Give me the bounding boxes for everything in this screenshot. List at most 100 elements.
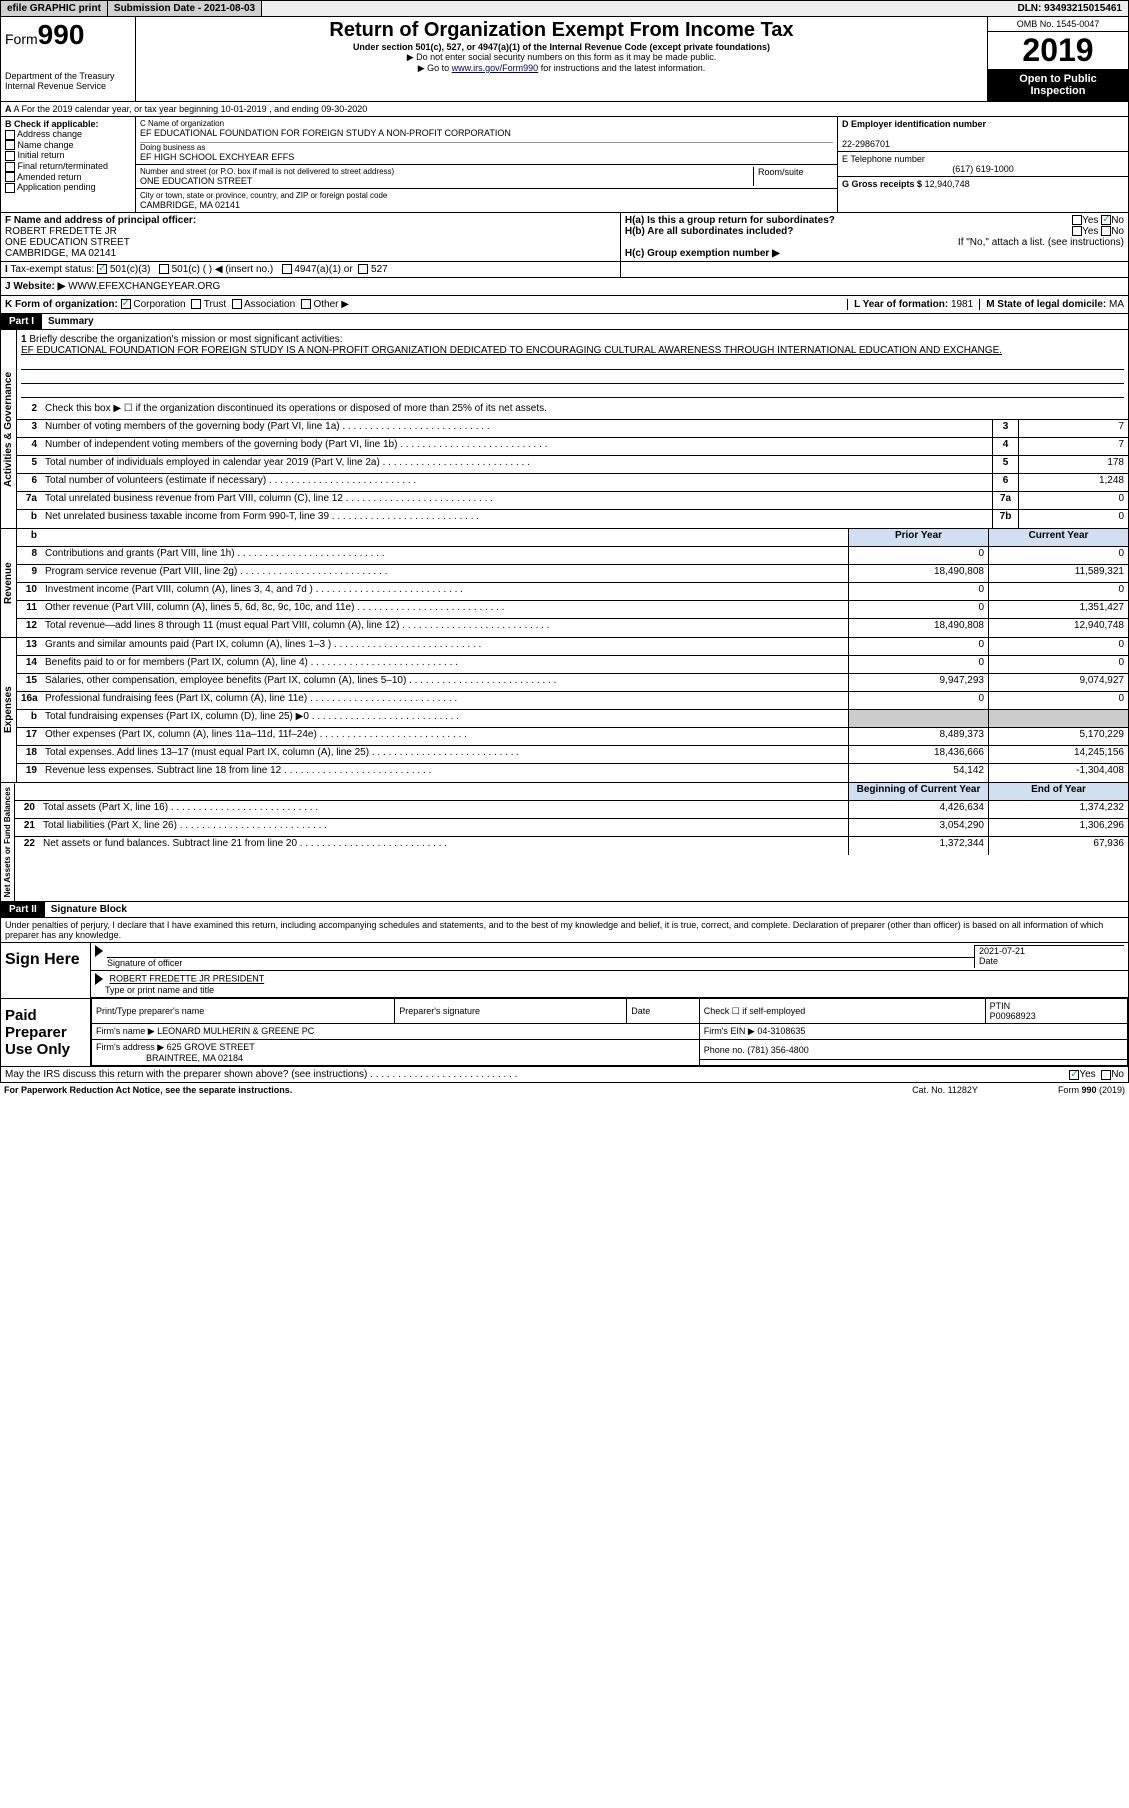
table-row: 3Number of voting members of the governi… (17, 420, 1128, 438)
prep-date-cell: Date (627, 999, 699, 1024)
prep-name-cell: Print/Type preparer's name (92, 999, 395, 1024)
omb-number: OMB No. 1545-0047 (988, 17, 1128, 32)
table-row: 22Net assets or fund balances. Subtract … (15, 837, 1128, 855)
hb-label: H(b) Are all subordinates included? (625, 226, 794, 237)
open-inspection: Open to Public Inspection (988, 69, 1128, 101)
ein-value: 22-2986701 (842, 139, 890, 149)
submission-date[interactable]: Submission Date - 2021-08-03 (108, 1, 262, 16)
tax-exempt-label: Tax-exempt status: (10, 264, 94, 275)
col-prior: Prior Year (848, 529, 988, 546)
section-governance: Activities & Governance 1 Briefly descri… (0, 330, 1129, 529)
firm-phone: (781) 356-4800 (747, 1045, 809, 1055)
chk-initial[interactable]: Initial return (5, 150, 131, 161)
paid-preparer-label: Paid Preparer Use Only (1, 999, 91, 1066)
table-row: 11Other revenue (Part VIII, column (A), … (17, 601, 1128, 619)
dept-treasury: Department of the Treasury (5, 71, 131, 81)
chk-pending[interactable]: Application pending (5, 182, 131, 193)
phone-label: E Telephone number (842, 154, 925, 164)
col-d: D Employer identification number 22-2986… (838, 117, 1128, 212)
dba-label: Doing business as (140, 143, 833, 152)
table-row: 14Benefits paid to or for members (Part … (17, 656, 1128, 674)
table-row: 19Revenue less expenses. Subtract line 1… (17, 764, 1128, 782)
col-b-checkboxes: B Check if applicable: Address change Na… (1, 117, 136, 212)
form-number: Form990 (5, 19, 131, 51)
hb-note: If "No," attach a list. (see instruction… (625, 237, 1124, 248)
form-title: Return of Organization Exempt From Incom… (140, 19, 983, 42)
signature-arrow-icon (95, 945, 103, 957)
table-row: bTotal fundraising expenses (Part IX, co… (17, 710, 1128, 728)
website-url[interactable]: WWW.EFEXCHANGEYEAR.ORG (68, 281, 220, 292)
sign-here-block: Sign Here Signature of officer 2021-07-2… (0, 943, 1129, 999)
irs-link[interactable]: www.irs.gov/Form990 (452, 63, 539, 73)
page-footer: For Paperwork Reduction Act Notice, see … (0, 1083, 1129, 1097)
identification-block: B Check if applicable: Address change Na… (0, 117, 1129, 213)
tab-revenue: Revenue (1, 529, 17, 637)
line-2: Check this box ▶ ☐ if the organization d… (41, 402, 1128, 419)
briefly-label: Briefly describe the organization's miss… (29, 334, 342, 345)
efile-button[interactable]: efile GRAPHIC print (1, 1, 108, 16)
officer-sub: Type or print name and title (105, 985, 214, 995)
sig-officer-label: Signature of officer (107, 958, 182, 968)
gross-label: G Gross receipts $ (842, 179, 922, 189)
officer-addr2: CAMBRIDGE, MA 02141 (5, 248, 116, 259)
dln: DLN: 93493215015461 (1011, 1, 1128, 16)
row-k-l-m: K Form of organization: Corporation Trus… (0, 296, 1129, 314)
firm-name: LEONARD MULHERIN & GREENE PC (157, 1026, 314, 1036)
chk-address[interactable]: Address change (5, 129, 131, 140)
ein-label: D Employer identification number (842, 119, 986, 129)
hc-label: H(c) Group exemption number ▶ (625, 248, 780, 259)
tab-governance: Activities & Governance (1, 330, 17, 528)
room-suite: Room/suite (753, 167, 833, 186)
col-end: End of Year (988, 783, 1128, 800)
gross-value: 12,940,748 (925, 179, 970, 189)
table-row: 8Contributions and grants (Part VIII, li… (17, 547, 1128, 565)
table-row: 6Total number of volunteers (estimate if… (17, 474, 1128, 492)
chk-amended[interactable]: Amended return (5, 172, 131, 183)
discuss-no[interactable] (1101, 1070, 1111, 1080)
chk-final[interactable]: Final return/terminated (5, 161, 131, 172)
form-header: Form990 Department of the Treasury Inter… (0, 17, 1129, 102)
chk-name[interactable]: Name change (5, 140, 131, 151)
ptin-value: P00968923 (990, 1011, 1036, 1021)
firm-ein: 04-3108635 (757, 1026, 805, 1036)
sig-date-label: Date (979, 956, 998, 966)
tab-netassets: Net Assets or Fund Balances (1, 783, 15, 901)
col-begin: Beginning of Current Year (848, 783, 988, 800)
tax-year: 2019 (988, 32, 1128, 69)
table-row: 18Total expenses. Add lines 13–17 (must … (17, 746, 1128, 764)
subtitle-1: Under section 501(c), 527, or 4947(a)(1)… (140, 42, 983, 52)
row-i-tax-exempt: I Tax-exempt status: 501(c)(3) 501(c) ( … (0, 262, 1129, 278)
firm-addr1: 625 GROVE STREET (167, 1042, 255, 1052)
prep-self-cell: Check ☐ if self-employed (699, 999, 985, 1024)
ha-label: H(a) Is this a group return for subordin… (625, 215, 835, 226)
table-row: 9Program service revenue (Part VIII, lin… (17, 565, 1128, 583)
officer-label: F Name and address of principal officer: (5, 215, 196, 226)
phone-value: (617) 619-1000 (842, 164, 1124, 174)
addr-label: Number and street (or P.O. box if mail i… (140, 167, 753, 176)
subtitle-3: ▶ Go to www.irs.gov/Form990 for instruct… (140, 63, 983, 74)
row-a: A A For the 2019 calendar year, or tax y… (0, 102, 1129, 117)
officer-addr1: ONE EDUCATION STREET (5, 237, 130, 248)
table-row: 17Other expenses (Part IX, column (A), l… (17, 728, 1128, 746)
preparer-table: Print/Type preparer's name Preparer's si… (91, 999, 1128, 1066)
org-name: EF EDUCATIONAL FOUNDATION FOR FOREIGN ST… (140, 128, 833, 138)
sign-here-label: Sign Here (1, 943, 91, 998)
table-row: 20Total assets (Part X, line 16)4,426,63… (15, 801, 1128, 819)
top-bar: efile GRAPHIC print Submission Date - 20… (0, 0, 1129, 17)
table-row: 13Grants and similar amounts paid (Part … (17, 638, 1128, 656)
tab-expenses: Expenses (1, 638, 17, 782)
firm-addr2: BRAINTREE, MA 02184 (146, 1053, 243, 1063)
discuss-yes[interactable] (1069, 1070, 1079, 1080)
chk-501c3[interactable] (97, 264, 107, 274)
section-revenue: Revenue b Prior Year Current Year 8Contr… (0, 529, 1129, 638)
table-row: 15Salaries, other compensation, employee… (17, 674, 1128, 692)
officer-name: ROBERT FREDETTE JR (5, 226, 117, 237)
penalty-statement: Under penalties of perjury, I declare th… (0, 918, 1129, 943)
table-row: 21Total liabilities (Part X, line 26)3,0… (15, 819, 1128, 837)
irs-label: Internal Revenue Service (5, 81, 131, 91)
part2-header: Part IISignature Block (0, 902, 1129, 918)
city-label: City or town, state or province, country… (140, 191, 833, 200)
addr-value: ONE EDUCATION STREET (140, 176, 753, 186)
prep-sig-cell: Preparer's signature (395, 999, 627, 1024)
row-j-website: J Website: ▶ WWW.EFEXCHANGEYEAR.ORG (0, 278, 1129, 296)
